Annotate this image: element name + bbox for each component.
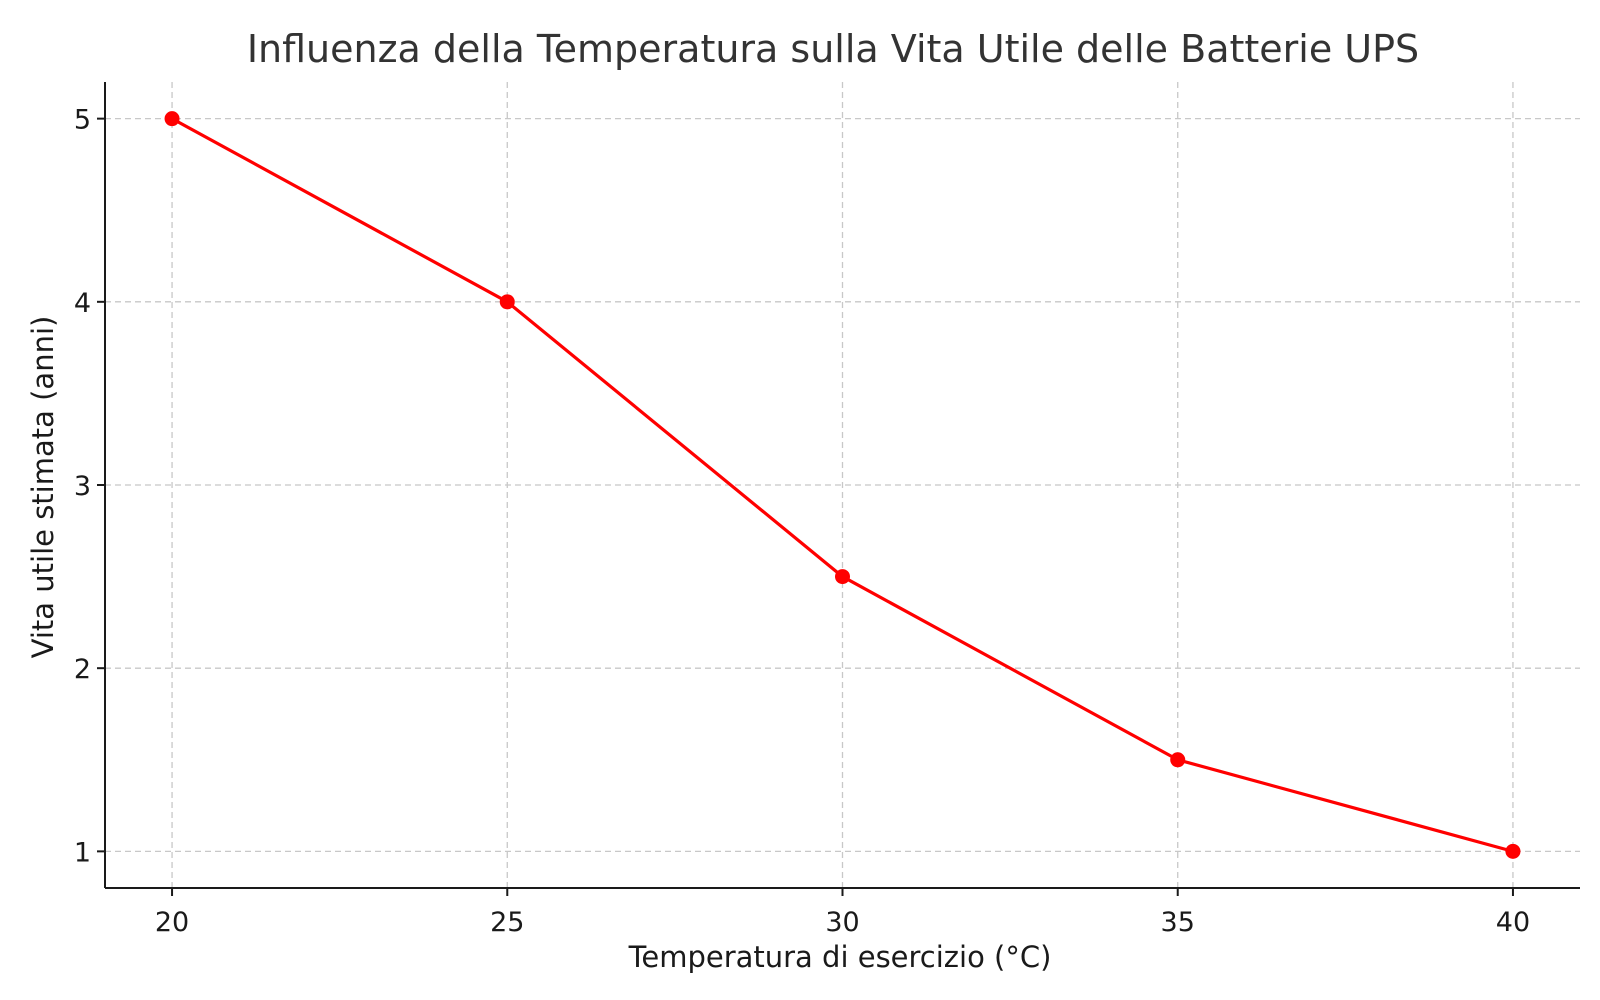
x-tick-label-0: 20 (155, 907, 189, 938)
chart-title: Influenza della Temperatura sulla Vita U… (247, 27, 1419, 71)
x-tick-label-1: 25 (490, 907, 524, 938)
data-point-1 (499, 294, 515, 310)
series-layer (164, 111, 1521, 859)
data-point-3 (1170, 752, 1186, 768)
y-axis-label: Vita utile stimata (anni) (26, 316, 60, 659)
y-tick-label-4: 5 (74, 105, 91, 136)
ticks: 20 25 30 35 40 1 2 3 4 5 (74, 105, 1530, 938)
y-tick-label-2: 3 (74, 471, 91, 502)
x-tick-label-4: 40 (1496, 907, 1530, 938)
data-point-2 (835, 569, 850, 585)
grid-lines (105, 82, 1580, 888)
x-tick-label-3: 35 (1161, 907, 1195, 938)
y-tick-label-3: 4 (74, 288, 91, 319)
x-axis-label: Temperatura di esercizio (°C) (628, 940, 1052, 974)
y-tick-label-0: 1 (74, 837, 91, 868)
data-point-0 (164, 111, 180, 127)
data-point-4 (1505, 843, 1521, 859)
x-tick-label-2: 30 (825, 907, 859, 938)
y-tick-label-1: 2 (74, 654, 91, 685)
